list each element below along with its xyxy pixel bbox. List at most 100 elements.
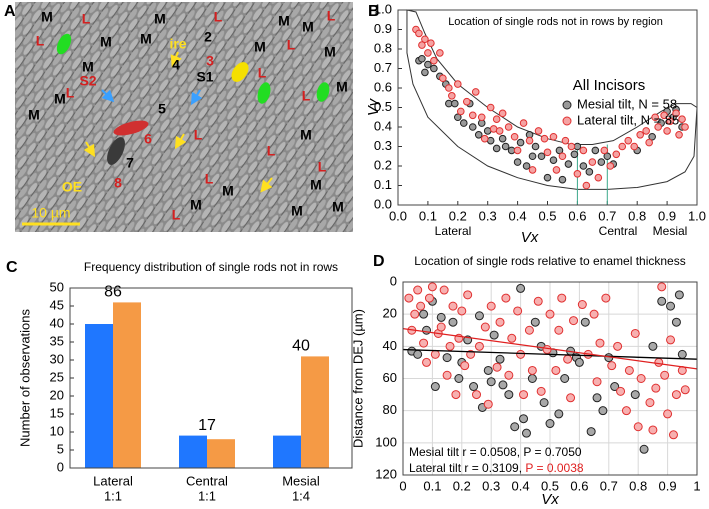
scatter-point bbox=[675, 131, 683, 139]
scatter-point bbox=[530, 317, 540, 327]
scatter-point bbox=[522, 162, 531, 170]
group-total: 17 bbox=[198, 417, 216, 434]
arrow bbox=[190, 89, 203, 106]
scatter-point bbox=[424, 49, 432, 57]
plot-frame bbox=[402, 281, 698, 476]
image-label: M bbox=[140, 31, 152, 47]
image-label: L bbox=[82, 11, 91, 27]
legend-marker bbox=[562, 100, 572, 110]
scatter-point bbox=[504, 370, 514, 380]
scatter-point bbox=[528, 166, 537, 174]
y-axis-label: Distance from DEJ (µm) bbox=[350, 309, 365, 448]
scatter-point bbox=[545, 419, 555, 429]
bar bbox=[179, 435, 207, 468]
image-label: M bbox=[100, 34, 112, 50]
rod-highlight bbox=[56, 33, 72, 55]
scatter-point bbox=[436, 49, 444, 57]
chart-panel: D Location of single rods relative to ena… bbox=[350, 253, 700, 508]
scatter-point bbox=[504, 390, 514, 400]
scatter-point bbox=[422, 325, 432, 335]
scatter-point bbox=[489, 330, 499, 340]
region-outline bbox=[406, 9, 698, 190]
scatter-point bbox=[516, 283, 526, 293]
scatter-point bbox=[554, 409, 564, 419]
scatter-point bbox=[524, 325, 534, 335]
scatter-point bbox=[445, 341, 455, 351]
scatter-point bbox=[610, 382, 620, 392]
scatter-point bbox=[642, 127, 650, 135]
scatter-point bbox=[557, 293, 567, 303]
scatter-point bbox=[566, 393, 576, 403]
scatter-point bbox=[651, 113, 659, 122]
image-label: L bbox=[194, 127, 203, 143]
image-label: M bbox=[278, 13, 290, 29]
y-tick-label: 0.1 bbox=[374, 177, 392, 192]
scatter-point bbox=[558, 152, 567, 161]
scatter-point bbox=[671, 390, 681, 400]
scatter-point bbox=[427, 39, 435, 47]
panel-label: C bbox=[6, 259, 18, 276]
x-tick-label: 0.7 bbox=[600, 478, 618, 493]
x-tick-label: 0.6 bbox=[570, 478, 588, 493]
scatter-point bbox=[495, 354, 505, 364]
scatter-point bbox=[657, 296, 667, 306]
scatter-point bbox=[424, 293, 434, 303]
scatter-point bbox=[569, 316, 579, 326]
scatter-point bbox=[573, 170, 582, 178]
chart-title: Location of single rods relative to enam… bbox=[414, 254, 685, 268]
scatter-point bbox=[413, 285, 423, 295]
y-tick-label: 0.8 bbox=[374, 40, 392, 55]
scatter-point bbox=[439, 285, 449, 295]
scatter-point bbox=[498, 134, 507, 143]
scatter-point bbox=[639, 444, 649, 454]
chart-title: Location of single rods not in rows by r… bbox=[448, 16, 663, 28]
scatter-point bbox=[542, 345, 552, 355]
scatter-point bbox=[451, 390, 461, 400]
rod-highlight bbox=[113, 120, 149, 136]
scatter-point bbox=[460, 361, 470, 371]
scatter-point bbox=[594, 173, 603, 182]
scatter-point bbox=[564, 160, 573, 168]
scatter-point bbox=[474, 341, 484, 351]
scatter-point bbox=[513, 306, 523, 316]
scatter-point bbox=[680, 385, 690, 395]
scatter-point bbox=[454, 113, 462, 122]
rod-highlight bbox=[107, 137, 125, 165]
scatter-point bbox=[472, 390, 481, 400]
y-tick-label: 0.3 bbox=[374, 138, 392, 153]
scatter-point bbox=[519, 414, 529, 424]
x-tick-label: 0.3 bbox=[482, 478, 500, 493]
scatter-point bbox=[419, 309, 429, 319]
scatter-point bbox=[504, 123, 513, 131]
scatter-point bbox=[554, 325, 564, 335]
scatter-point bbox=[528, 152, 537, 161]
scatter-point bbox=[648, 341, 658, 351]
image-label: M bbox=[336, 79, 348, 95]
image-label: ire bbox=[169, 36, 186, 52]
scatter-point bbox=[558, 175, 567, 184]
scatter-point bbox=[654, 357, 664, 367]
scatter-point bbox=[591, 146, 600, 155]
trend-line bbox=[402, 327, 698, 370]
scatter-point bbox=[448, 317, 458, 327]
scatter-point bbox=[657, 282, 667, 292]
x-tick-label: 0.5 bbox=[538, 208, 556, 223]
scatter-point bbox=[492, 144, 501, 153]
scatter-point bbox=[624, 136, 633, 145]
y-tick-label: 0.0 bbox=[374, 196, 392, 211]
scatter-point bbox=[483, 399, 493, 409]
scatter-point bbox=[574, 357, 584, 367]
y-tick-label: 40 bbox=[383, 338, 397, 353]
arrow bbox=[260, 177, 273, 193]
x-tick-label: 1 bbox=[693, 478, 700, 493]
scatter-point bbox=[585, 168, 594, 176]
scatter-point bbox=[486, 103, 495, 112]
y-tick-label: 10 bbox=[50, 423, 64, 438]
scatter-point bbox=[501, 293, 511, 303]
scatter-point bbox=[654, 123, 662, 131]
scatter-point bbox=[633, 422, 643, 432]
image-label: M bbox=[154, 11, 166, 27]
scatter-point bbox=[456, 107, 465, 116]
image-label: S1 bbox=[196, 69, 213, 85]
